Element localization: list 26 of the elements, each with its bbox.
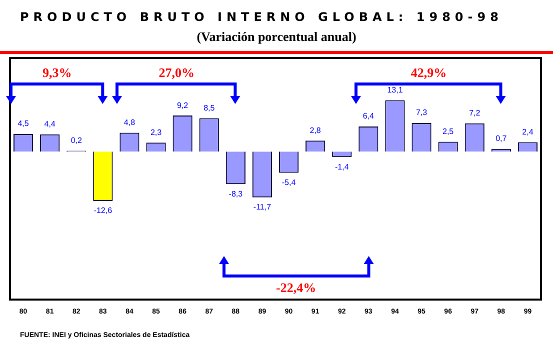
data-label: 4,8 bbox=[124, 118, 136, 127]
data-label: 7,3 bbox=[416, 108, 428, 118]
data-label: 6,4 bbox=[362, 112, 375, 121]
data-label: 9,2 bbox=[177, 100, 189, 110]
data-label: -5,4 bbox=[282, 178, 296, 187]
data-label: -11,7 bbox=[253, 202, 272, 212]
data-label: 2,8 bbox=[310, 126, 322, 135]
data-label: 2,3 bbox=[150, 128, 162, 137]
text: 27,0% bbox=[158, 65, 194, 81]
data-label: 0,7 bbox=[496, 134, 508, 144]
data-label: 0,2 bbox=[70, 136, 82, 146]
data-label: -12,6 bbox=[94, 206, 113, 216]
text: 9,3% bbox=[42, 65, 72, 81]
data-label: -1,4 bbox=[334, 162, 350, 172]
data-label: 13,1 bbox=[387, 85, 404, 94]
data-label: 7,2 bbox=[469, 108, 481, 118]
chart-subtitle: (Variación porcentual anual) bbox=[196, 29, 358, 45]
data-label: 8,5 bbox=[204, 104, 216, 112]
data-label: 2,5 bbox=[442, 127, 454, 136]
text: 42,9% bbox=[410, 65, 447, 81]
data-label: -8,3 bbox=[228, 189, 244, 198]
chart-title: PRODUCTO BRUTO INTERNO GLOBAL: 1980-98 bbox=[20, 10, 503, 24]
data-label: 4,4 bbox=[44, 120, 56, 129]
text: -22,4% bbox=[276, 280, 316, 296]
data-label: 4,5 bbox=[18, 119, 30, 128]
data-label: 2,4 bbox=[522, 127, 534, 136]
